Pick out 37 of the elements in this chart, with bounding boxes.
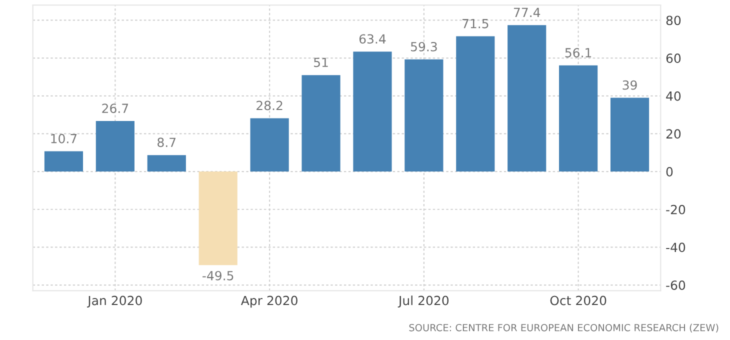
bar (250, 118, 289, 172)
data-label: -49.5 (202, 270, 234, 280)
data-label: 39 (622, 80, 637, 90)
bar (559, 65, 598, 172)
bar (456, 36, 495, 172)
data-label: 77.4 (514, 8, 540, 17)
bar (508, 25, 546, 172)
bar (302, 75, 340, 172)
y-tick-label: 20 (666, 129, 681, 139)
data-label: 10.7 (51, 134, 77, 144)
bar (44, 151, 84, 172)
x-tick-label: Apr 2020 (240, 296, 298, 308)
bar (96, 121, 134, 172)
x-tick-label: Jan 2020 (87, 296, 142, 308)
data-label: 56.1 (565, 48, 592, 58)
data-label: 26.7 (102, 104, 128, 114)
bar (610, 98, 650, 172)
y-tick-label: 80 (666, 16, 681, 26)
y-tick-label: -40 (666, 242, 686, 252)
y-tick-label: -20 (666, 204, 686, 214)
data-label: 51 (314, 58, 328, 68)
y-tick-label: 40 (666, 91, 681, 101)
x-tick-label: Jul 2020 (398, 296, 449, 308)
y-tick-label: 0 (666, 167, 673, 176)
y-tick-label: -60 (666, 280, 686, 290)
data-label: 8.7 (158, 138, 176, 148)
bar (147, 155, 186, 172)
y-tick-label: 60 (666, 54, 681, 63)
bar (353, 52, 392, 172)
data-label: 28.2 (256, 100, 282, 110)
data-label: 59.3 (410, 42, 437, 52)
source-note: SOURCE: CENTRE FOR EUROPEAN ECONOMIC RESEARCH (ZEW) (409, 324, 718, 332)
x-tick-label: Oct 2020 (550, 296, 606, 306)
data-label: 63.4 (359, 34, 386, 44)
data-label: 71.5 (462, 19, 488, 28)
bar (198, 172, 238, 266)
bar (404, 59, 444, 172)
